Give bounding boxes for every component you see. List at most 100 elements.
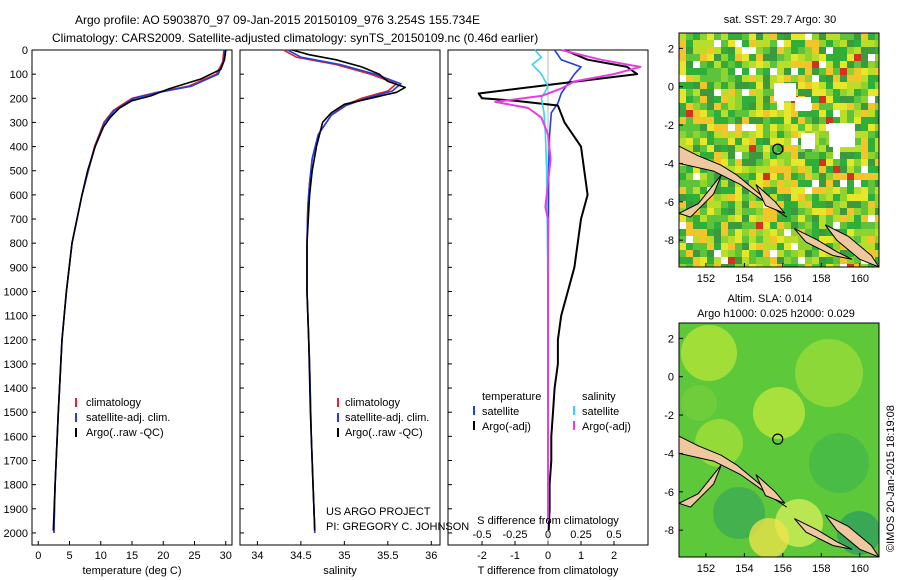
sst-cell (770, 257, 777, 264)
sst-cell (826, 229, 833, 236)
sst-cell (700, 110, 707, 117)
sst-cell (707, 103, 714, 110)
sst-cell (833, 61, 840, 68)
sst-cell (854, 159, 861, 166)
land-polygon (794, 518, 853, 550)
sst-cell (826, 117, 833, 124)
sst-cell (833, 145, 840, 152)
sst-cell (798, 257, 805, 264)
missing-data (829, 123, 855, 147)
sst-cell (735, 75, 742, 82)
sst-cell (735, 208, 742, 215)
sst-cell (868, 82, 875, 89)
sst-cell (763, 68, 770, 75)
sst-cell (728, 250, 735, 257)
sst-cell (826, 194, 833, 201)
sst-cell (714, 82, 721, 89)
sst-cell (875, 257, 879, 264)
sst-cell (805, 180, 812, 187)
sst-cell (854, 194, 861, 201)
sst-cell (798, 173, 805, 180)
sst-cell (693, 194, 700, 201)
sst-cell (798, 180, 805, 187)
sst-cell (791, 61, 798, 68)
sst-cell (728, 138, 735, 145)
sst-cell (791, 110, 798, 117)
depth-tick-label: 1000 (4, 286, 28, 298)
sst-cell (756, 173, 763, 180)
sst-cell (840, 152, 847, 159)
sst-cell (770, 264, 777, 267)
sst-cell (777, 159, 784, 166)
map-y-tick-label: -8 (664, 525, 674, 537)
sst-cell (826, 201, 833, 208)
sst-cell (679, 215, 686, 222)
sst-cell (721, 47, 728, 54)
sst-cell (721, 264, 728, 267)
sst-cell (714, 257, 721, 264)
sst-cell (826, 96, 833, 103)
sst-cell (693, 173, 700, 180)
sst-cell (861, 194, 868, 201)
sst-cell (679, 89, 686, 96)
sla-map-plot: 152 154 156 158 160 2 0 -2 -4 -6 -8 (664, 322, 880, 575)
sst-cell (707, 82, 714, 89)
t-difference-axis-label: T difference from climatology (478, 565, 619, 577)
map-x-tick-label: 154 (735, 563, 753, 575)
sst-cell (812, 138, 819, 145)
sst-cell (784, 166, 791, 173)
sst-cell (735, 33, 742, 40)
sst-cell (826, 82, 833, 89)
sst-cell (805, 215, 812, 222)
sst-cell (742, 187, 749, 194)
map-y-tick-label: -4 (664, 448, 674, 460)
sst-cell (791, 47, 798, 54)
sst-cell (784, 75, 791, 82)
sst-cell (833, 180, 840, 187)
sst-cell (805, 243, 812, 250)
sst-cell (798, 54, 805, 61)
sst-cell (868, 131, 875, 138)
sst-cell (826, 89, 833, 96)
sst-cell (875, 89, 879, 96)
sst-cell (749, 180, 756, 187)
sst-cell (749, 75, 756, 82)
sst-cell (756, 145, 763, 152)
sst-cell (686, 40, 693, 47)
sst-cell (791, 40, 798, 47)
sst-cell (770, 61, 777, 68)
sst-cell (763, 40, 770, 47)
sst-cell (854, 131, 861, 138)
sst-cell (833, 208, 840, 215)
sst-cell (679, 68, 686, 75)
sst-cell (714, 96, 721, 103)
difference-legend: temperature salinity satellite satellite… (473, 391, 631, 433)
sst-cell (700, 257, 707, 264)
sst-cell (854, 124, 861, 131)
sst-cell (756, 131, 763, 138)
sst-cell (721, 96, 728, 103)
sst-cell (693, 54, 700, 61)
sst-cell (735, 47, 742, 54)
sst-cell (840, 187, 847, 194)
sst-cell (861, 166, 868, 173)
sst-cell (707, 138, 714, 145)
sst-cell (714, 131, 721, 138)
sst-cell (707, 89, 714, 96)
sst-cell (798, 152, 805, 159)
sst-cell (728, 124, 735, 131)
sst-cell (805, 208, 812, 215)
sst-cell (728, 61, 735, 68)
sst-cell (833, 117, 840, 124)
sst-cell (707, 264, 714, 267)
sst-cell (763, 75, 770, 82)
sst-cell (735, 229, 742, 236)
sst-cell (728, 208, 735, 215)
sst-cell (791, 131, 798, 138)
sst-cell (826, 152, 833, 159)
sst-cell (805, 173, 812, 180)
sst-cell (679, 243, 686, 250)
depth-tick-label: 700 (10, 214, 28, 226)
sst-cell (805, 229, 812, 236)
